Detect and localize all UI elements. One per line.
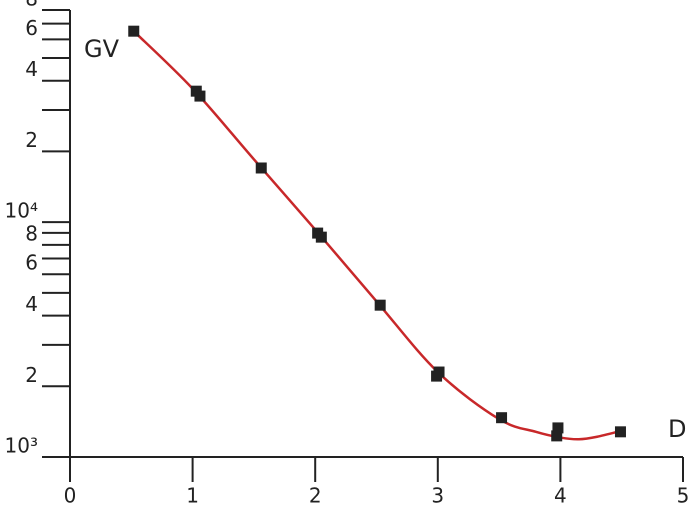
x-tick-label: 0: [64, 484, 77, 508]
point: [551, 430, 563, 442]
x-tick-label: 2: [309, 484, 322, 508]
point: [194, 90, 206, 102]
x-axis-label: D: [668, 415, 686, 443]
y-tick-label: 8: [25, 0, 38, 11]
point: [315, 231, 327, 243]
y-axis-label: GV: [84, 35, 120, 63]
y-tick-label: 6: [25, 251, 38, 275]
point: [552, 422, 564, 434]
point: [374, 299, 386, 311]
point: [255, 162, 267, 174]
y-tick-label: 10⁴: [5, 199, 38, 223]
curve: [132, 30, 621, 441]
y-tick-label: 4: [25, 292, 38, 316]
x-tick-label: 4: [554, 484, 567, 508]
x-tick-label: 5: [677, 484, 688, 508]
y-tick-label: 4: [25, 57, 38, 81]
point: [433, 366, 445, 378]
x-tick-label: 3: [431, 484, 444, 508]
y-tick-label: 2: [25, 363, 38, 387]
point: [496, 412, 508, 424]
point: [128, 25, 140, 37]
x-tick-label: 1: [186, 484, 199, 508]
point: [614, 426, 626, 438]
y-tick-label: 6: [25, 16, 38, 40]
y-tick-label: 2: [25, 128, 38, 152]
y-tick-label: 10³: [5, 434, 38, 458]
y-tick-label: 8: [25, 221, 38, 245]
